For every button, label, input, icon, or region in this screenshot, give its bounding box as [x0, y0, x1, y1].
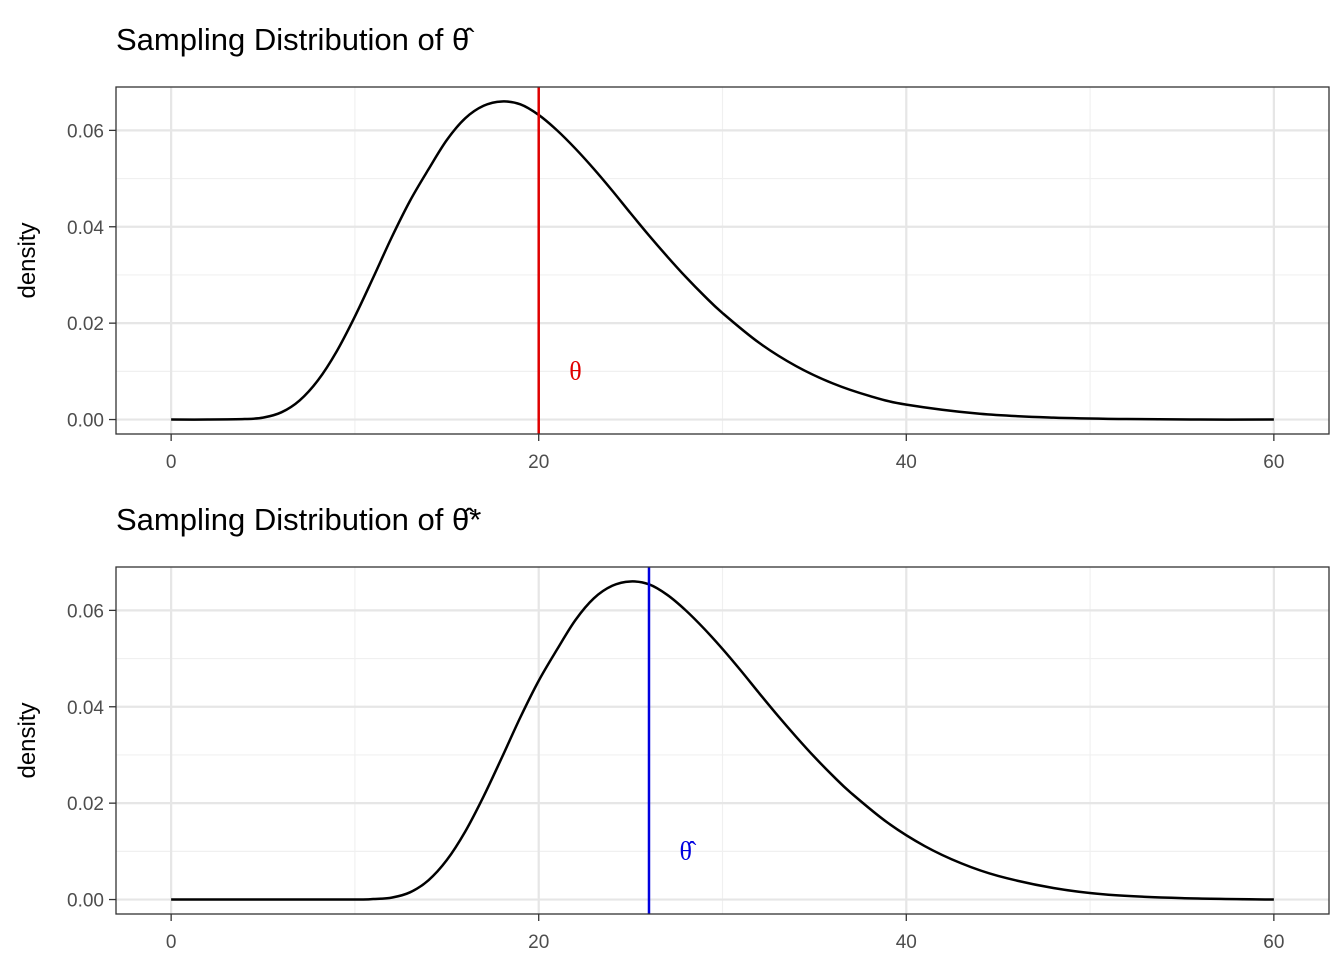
y-tick-label: 0.00	[67, 411, 104, 432]
y-tick-label: 0.04	[67, 698, 104, 719]
y-axis-title: density	[14, 702, 41, 778]
plot-svg: θ 0 20 40 60 0.00 0.02 0.04 0.06 density	[14, 86, 1330, 473]
y-tick-label: 0.06	[67, 121, 104, 142]
y-tick-label: 0.02	[67, 794, 104, 815]
y-tick-label: 0.00	[67, 891, 104, 912]
density-curve	[171, 100, 1274, 421]
plot-border	[115, 566, 1330, 915]
x-tick-label: 0	[166, 452, 177, 473]
y-tick-label: 0.04	[67, 218, 104, 239]
y-tick-label: 0.02	[67, 314, 104, 335]
panel-sampling-distribution: Sampling Distribution of θ̂ θ 0 20 40 60 0.00…	[14, 22, 1330, 473]
chart-title: Sampling Distribution of θ̂*	[116, 502, 482, 537]
x-tick-label: 60	[1263, 452, 1284, 473]
panel-bootstrap-distribution: Sampling Distribution of θ̂* θ̂ 0 20 40 60 0.…	[0, 480, 1344, 960]
y-tick-label: 0.06	[67, 601, 104, 622]
x-tick-label: 0	[166, 932, 177, 953]
annotation-label: θ	[569, 357, 581, 386]
plot-border	[115, 86, 1330, 435]
x-tick-label: 40	[896, 932, 917, 953]
density-curve	[171, 580, 1274, 901]
x-tick-label: 20	[528, 452, 549, 473]
y-axis-title: density	[14, 222, 41, 298]
x-tick-label: 60	[1263, 932, 1284, 953]
x-tick-label: 40	[896, 452, 917, 473]
x-tick-label: 20	[528, 932, 549, 953]
chart-title: Sampling Distribution of θ̂	[116, 22, 470, 57]
